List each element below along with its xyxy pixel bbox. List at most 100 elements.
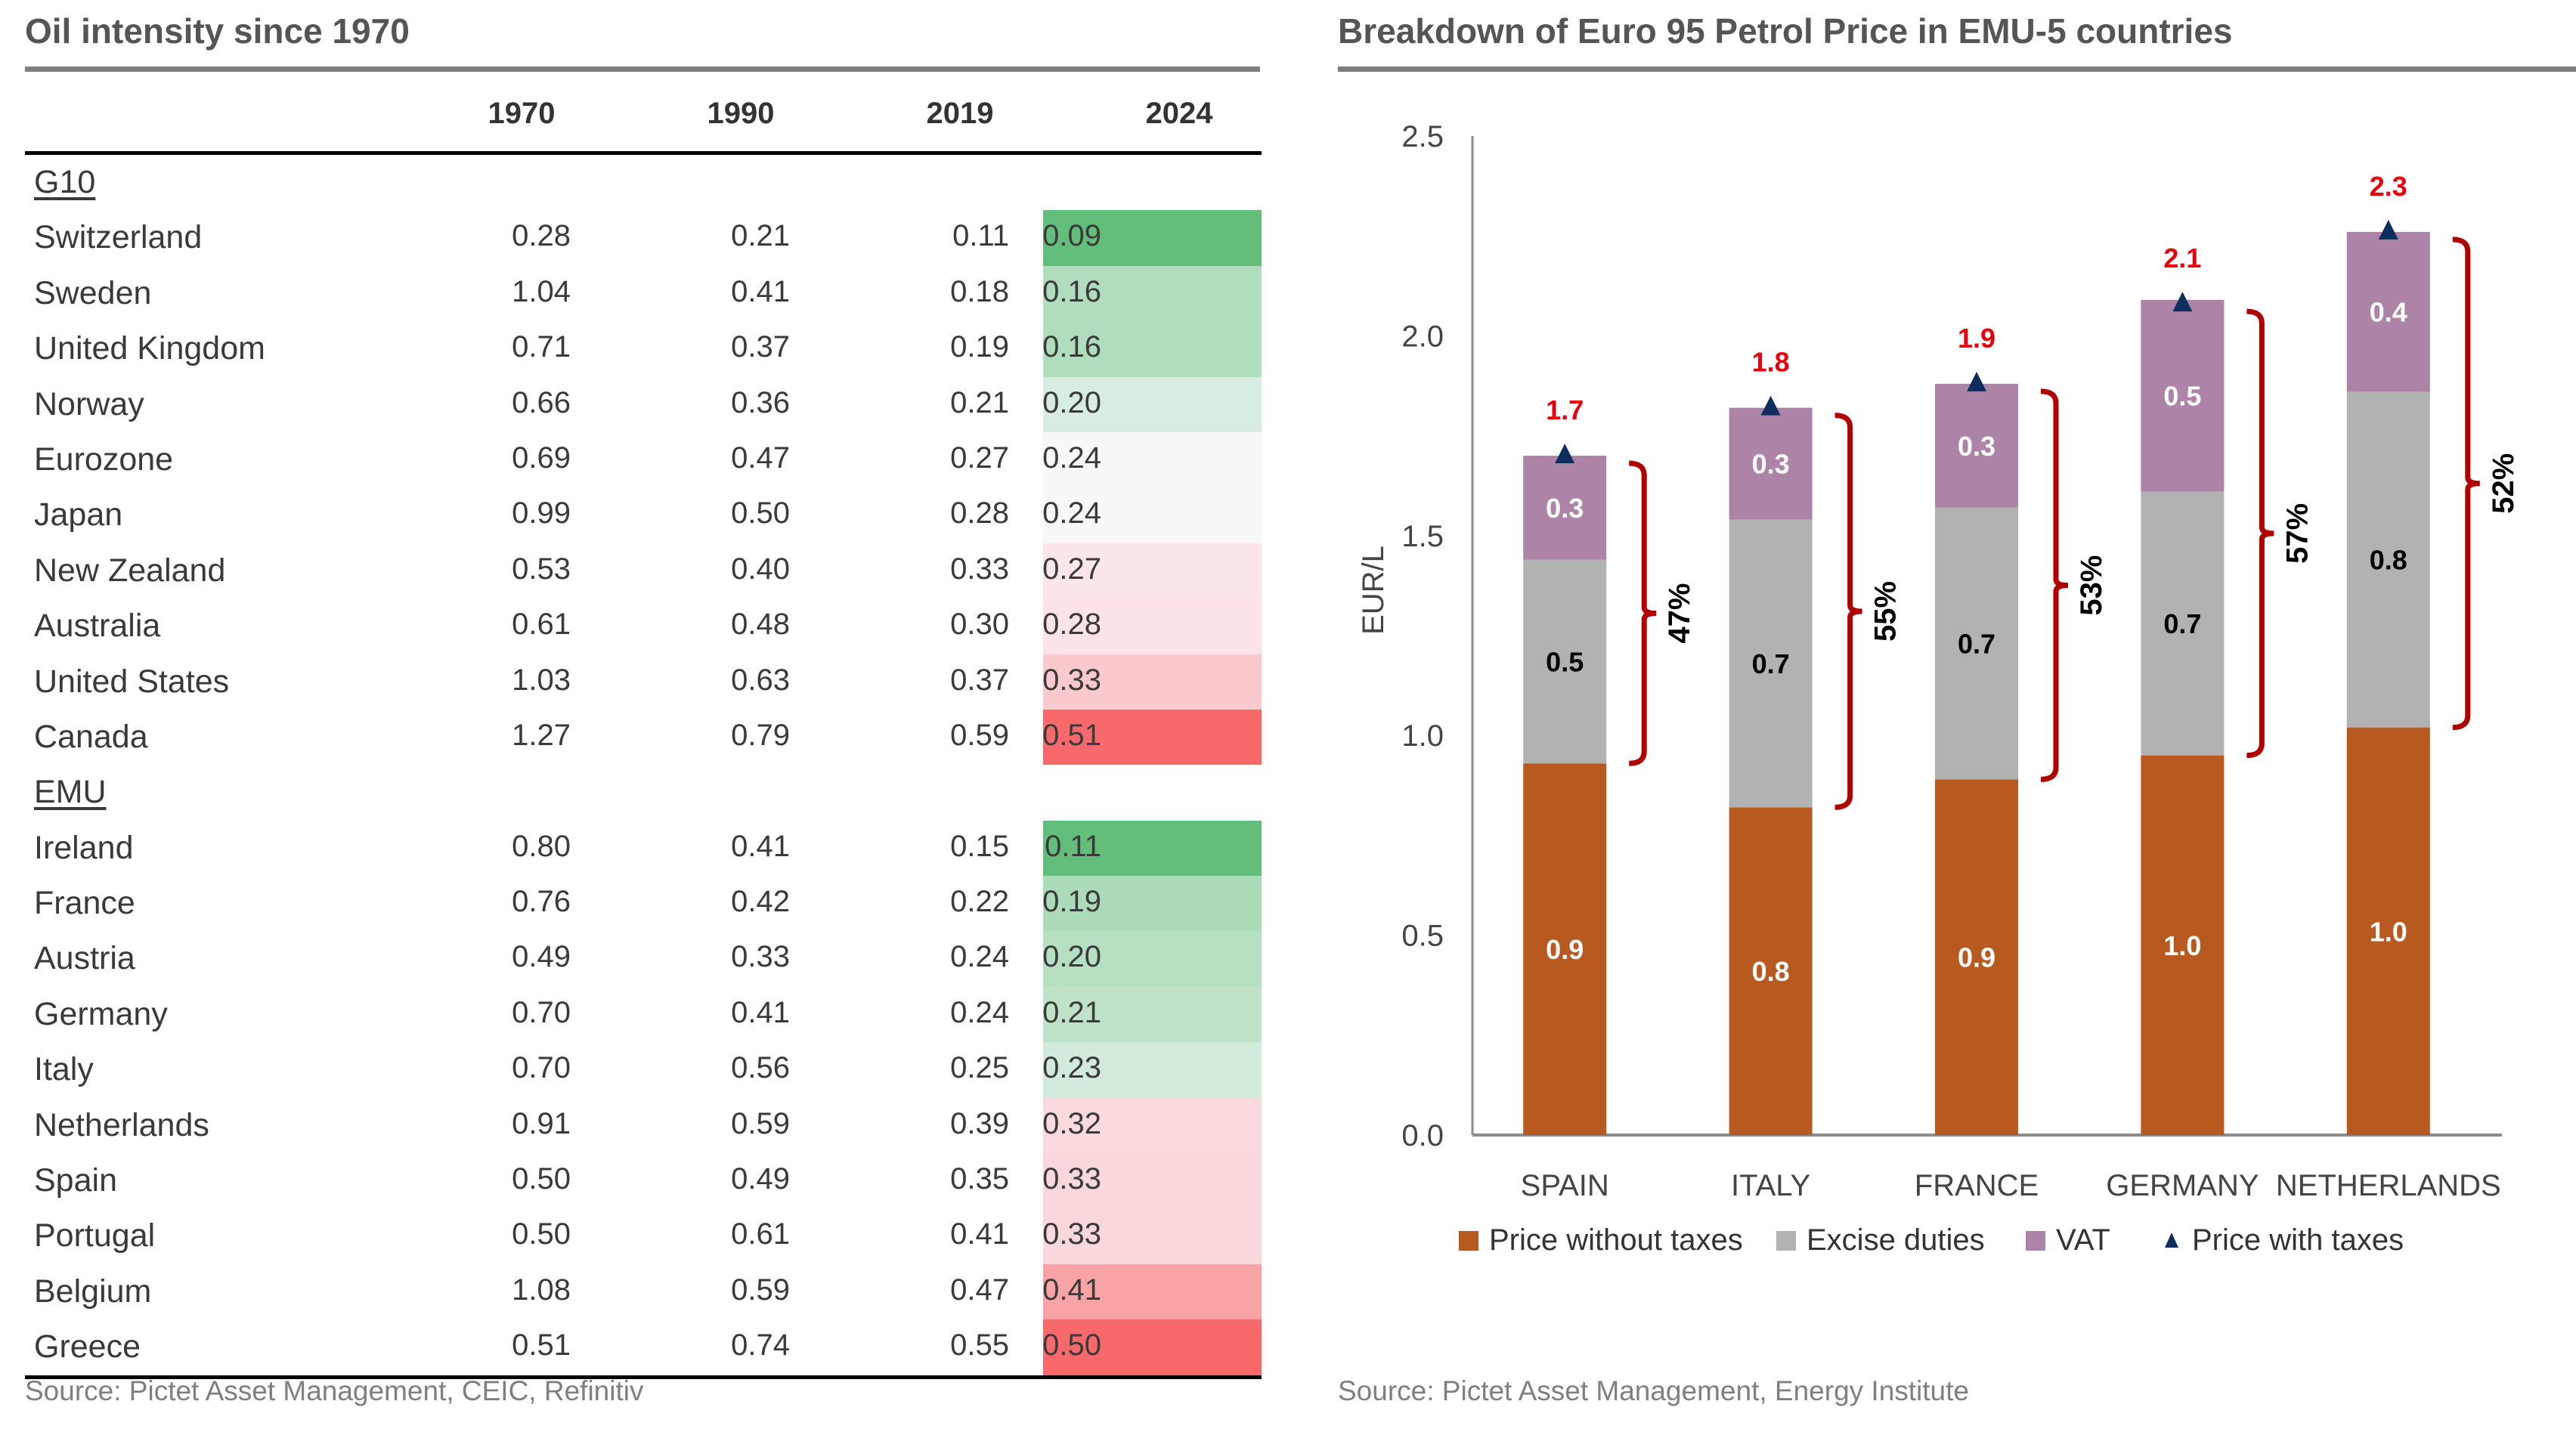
tax-share-bracket	[2246, 308, 2274, 759]
value-2019: 0.11	[952, 219, 1009, 253]
tax-share-bracket	[1834, 413, 1862, 810]
value-1990: 0.48	[731, 608, 790, 642]
bar-segment-excise-duties	[1523, 559, 1607, 764]
value-2019: 0.30	[950, 608, 1009, 642]
value-2024: 0.50	[1042, 1328, 1101, 1362]
price-with-taxes-label: 1.8	[1752, 347, 1790, 378]
bar-segment-label: 0.3	[1546, 493, 1584, 524]
bar-segment-label: 1.0	[2370, 916, 2407, 947]
value-2019: 0.33	[950, 552, 1009, 586]
value-1970: 0.66	[512, 385, 571, 419]
price-with-taxes-marker	[2378, 219, 2398, 240]
value-1970: 0.76	[512, 885, 571, 919]
legend-swatch-price-without-taxes	[1459, 1231, 1478, 1251]
value-1990: 0.50	[731, 496, 790, 530]
price-with-taxes-marker	[1967, 371, 1986, 391]
chart-title: Breakdown of Euro 95 Petrol Price in EMU…	[1338, 11, 2233, 51]
heatmap-cell-2024	[1043, 986, 1262, 1043]
x-tick-label: SPAIN	[1521, 1169, 1609, 1202]
bar-segment-label: 0.4	[2370, 297, 2407, 328]
legend-swatch-excise-duties	[1776, 1231, 1796, 1251]
heatmap-cell-2024	[1043, 599, 1262, 654]
table-row: Netherlands 0.91 0.59 0.39 0.32	[25, 1097, 1262, 1154]
country-name: Greece	[34, 1328, 141, 1366]
price-with-taxes-label: 2.1	[2163, 243, 2201, 274]
table-row: Greece 0.51 0.74 0.55 0.50	[25, 1319, 1262, 1375]
bar-segment-price-without-taxes	[2346, 727, 2430, 1135]
country-name: Italy	[34, 1051, 94, 1088]
chart-source-note: Source: Pictet Asset Management, Energy …	[1338, 1375, 1969, 1406]
value-2024: 0.51	[1042, 718, 1101, 752]
chart-legend: Price without taxes Excise duties VAT Price…	[1459, 1223, 2404, 1257]
price-with-taxes-marker	[2172, 292, 2193, 312]
value-2019: 0.55	[950, 1328, 1009, 1362]
y-tick-label: 2.5	[1401, 120, 1444, 153]
country-name: New Zealand	[34, 552, 226, 589]
value-1970: 0.70	[512, 1051, 571, 1085]
tax-share-label: 53%	[2075, 555, 2108, 616]
legend-label: VAT	[2056, 1223, 2110, 1257]
value-2024: 0.19	[1042, 885, 1101, 919]
heatmap-cell-2024	[1043, 1264, 1262, 1320]
value-2024: 0.27	[1042, 552, 1101, 586]
country-name: Norway	[34, 385, 144, 422]
value-1970: 0.49	[512, 940, 571, 974]
value-1990: 0.74	[731, 1328, 790, 1362]
tax-share-bracket	[2040, 388, 2069, 782]
price-with-taxes-label: 1.7	[1546, 394, 1584, 425]
value-2024: 0.24	[1042, 441, 1101, 475]
price-with-taxes-label: 1.9	[1958, 323, 1995, 354]
value-2019: 0.47	[950, 1273, 1009, 1307]
value-1990: 0.79	[731, 718, 790, 752]
y-tick-label: 1.5	[1401, 520, 1444, 553]
bar-segment-excise-duties	[2346, 391, 2430, 728]
y-tick-label: 0.0	[1401, 1119, 1444, 1152]
bar-segment-label: 0.8	[2370, 545, 2407, 576]
heatmap-cell-2024	[1043, 1208, 1262, 1264]
group-label: G10	[34, 164, 96, 200]
price-with-taxes-marker	[1760, 395, 1781, 416]
value-2024: 0.20	[1042, 385, 1101, 419]
country-name: Spain	[34, 1162, 117, 1199]
value-2024: 0.33	[1042, 663, 1101, 697]
value-1990: 0.47	[731, 441, 790, 475]
table-row: Australia 0.61 0.48 0.30 0.28	[25, 599, 1262, 654]
value-1970: 0.99	[512, 496, 571, 530]
value-2024: 0.23	[1042, 1051, 1101, 1085]
heatmap-cell-2024	[1043, 376, 1262, 432]
country-name: Austria	[34, 940, 135, 977]
bar-segment-label: 0.3	[1958, 431, 1995, 462]
bar-segment-label: 0.5	[1546, 646, 1584, 677]
value-2019: 0.35	[950, 1162, 1009, 1196]
chart-axes: 0.0 0.5 1.0 1.5 2.0 2.5 EUR/L SPAIN ITALY FRANCE G…	[1357, 120, 2502, 1202]
price-with-taxes-label: 2.3	[2370, 171, 2407, 202]
petrol-price-chart: 0.0 0.5 1.0 1.5 2.0 2.5 EUR/L SPAIN ITALY FRANCE G…	[1357, 120, 2520, 1257]
table-row: Spain 0.50 0.49 0.35 0.33	[25, 1153, 1262, 1209]
bar-segment-label: 0.8	[1752, 956, 1790, 987]
tax-share-label: 47%	[1663, 583, 1696, 644]
bar-segment-label: 0.9	[1958, 942, 1995, 973]
table-row: Portugal 0.50 0.61 0.41 0.33	[25, 1208, 1262, 1264]
value-2024: 0.24	[1042, 496, 1101, 530]
value-1990: 0.36	[731, 385, 790, 419]
value-2019: 0.18	[950, 274, 1009, 308]
heatmap-cell-2024	[1043, 265, 1262, 322]
bar-segment-vat	[1729, 407, 1813, 520]
table-row: France 0.76 0.42 0.22 0.19	[25, 876, 1262, 932]
bar-segment-label: 1.0	[2163, 930, 2201, 961]
value-1990: 0.56	[731, 1051, 790, 1085]
value-1990: 0.33	[731, 940, 790, 974]
value-1970: 1.03	[512, 663, 571, 697]
value-2024: 0.16	[1042, 274, 1101, 308]
value-1970: 0.53	[512, 552, 571, 586]
bar-segment-price-without-taxes	[2141, 755, 2225, 1135]
country-name: Eurozone	[34, 441, 174, 478]
bar-segment-vat	[1523, 456, 1607, 560]
value-1970: 0.61	[512, 608, 571, 642]
value-2024: 0.33	[1042, 1217, 1101, 1251]
legend-marker-price-with-taxes	[2165, 1233, 2178, 1248]
country-name: Switzerland	[34, 219, 203, 256]
value-1970: 0.69	[512, 441, 571, 475]
table-row: Ireland 0.80 0.41 0.15 0.11	[25, 820, 1262, 877]
value-2024: 0.32	[1042, 1106, 1101, 1140]
